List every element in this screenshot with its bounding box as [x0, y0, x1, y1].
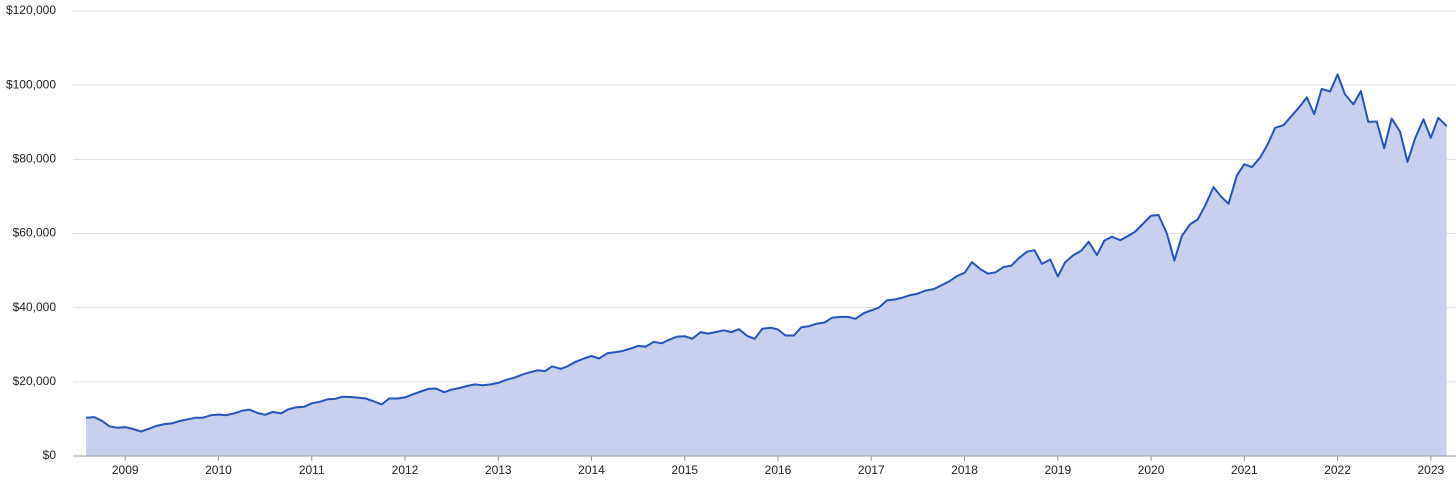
y-tick-label: $100,000 [6, 77, 56, 91]
x-tick-label: 2010 [205, 463, 232, 477]
y-tick-label: $0 [43, 448, 57, 462]
x-tick-label: 2017 [858, 463, 885, 477]
y-tick-label: $80,000 [13, 152, 57, 166]
x-tick-label: 2012 [392, 463, 419, 477]
x-tick-label: 2021 [1231, 463, 1258, 477]
area [86, 74, 1447, 457]
y-tick-label: $20,000 [13, 374, 57, 388]
x-tick-label: 2009 [112, 463, 139, 477]
line [86, 73, 1448, 433]
y-tick-label: $60,000 [13, 226, 57, 240]
x-tick-label: 2014 [578, 463, 605, 477]
y-tick-label: $40,000 [13, 300, 57, 314]
x-tick-label: 2023 [1417, 463, 1444, 477]
x-tick-label: 2016 [765, 463, 792, 477]
y-tick-label: $120,000 [6, 3, 56, 17]
x-tick-label: 2020 [1138, 463, 1165, 477]
x-tick-label: 2019 [1044, 463, 1071, 477]
x-tick-label: 2013 [485, 463, 512, 477]
x-tick-label: 2018 [951, 463, 978, 477]
x-tick-label: 2022 [1324, 463, 1351, 477]
x-tick-label: 2011 [299, 463, 325, 477]
x-tick-label: 2015 [671, 463, 698, 477]
